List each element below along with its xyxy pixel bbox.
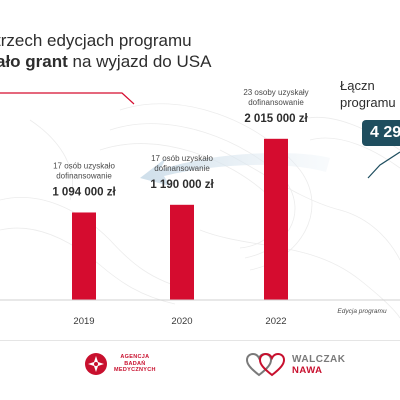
annotation-line-1: 17 osób uzyskało bbox=[151, 154, 213, 163]
footer-divider bbox=[0, 340, 400, 341]
bar-2022 bbox=[264, 138, 288, 300]
x-tick-label: 2019 bbox=[73, 316, 94, 327]
annotation-amount: 1 190 000 zł bbox=[150, 179, 214, 191]
annotation-amount: 1 094 000 zł bbox=[52, 186, 116, 198]
title-rest-part: na wyjazd do USA bbox=[67, 52, 212, 71]
annotation-line-1: 17 osób uzyskało bbox=[53, 161, 115, 170]
title-bold-part: ało grant bbox=[0, 52, 68, 71]
bar-2020 bbox=[170, 204, 194, 300]
abm-text-line-1: AGENCJA bbox=[120, 354, 150, 361]
annotation-line-2: dofinansowanie bbox=[56, 171, 112, 180]
annotation-line-2: dofinansowanie bbox=[248, 98, 304, 107]
x-tick-label: 2020 bbox=[171, 316, 192, 327]
chart-title: trzech edycjach programu ało grant na wy… bbox=[0, 30, 226, 72]
abm-logo-text: AGENCJA BADAŃ MEDYCZNYCH bbox=[114, 354, 156, 374]
title-line-2: ało grant na wyjazd do USA bbox=[0, 51, 226, 72]
total-label: Łączn programu bbox=[340, 77, 400, 111]
abm-text-line-3: MEDYCZNYCH bbox=[114, 367, 156, 374]
abm-text-line-2: BADAŃ bbox=[124, 360, 146, 367]
x-tick-label: 2022 bbox=[265, 316, 286, 327]
annotation-line-1: 23 osoby uzyskały bbox=[243, 88, 308, 97]
abm-emblem-icon bbox=[85, 353, 107, 375]
title-line-1: trzech edycjach programu bbox=[0, 31, 192, 50]
total-pointer-line bbox=[367, 151, 400, 179]
total-label-line-2: programu bbox=[340, 95, 396, 110]
x-axis-label: Edycja programu bbox=[337, 308, 387, 315]
walczak-nawa-text: WALCZAK NAWA bbox=[292, 354, 346, 376]
walczak-nawa-logo: WALCZAK NAWA bbox=[246, 352, 346, 378]
total-label-line-1: Łączn bbox=[340, 78, 375, 93]
title-accent-line bbox=[0, 92, 135, 105]
abm-logo: AGENCJA BADAŃ MEDYCZNYCH bbox=[84, 352, 156, 376]
hearts-icon bbox=[246, 352, 286, 377]
annotation-amount: 2 015 000 zł bbox=[244, 113, 308, 125]
annotation-line-2: dofinansowanie bbox=[154, 164, 210, 173]
nawa-text: NAWA bbox=[292, 365, 323, 376]
total-value-badge: 4 29 bbox=[362, 120, 400, 146]
bar-2019 bbox=[72, 212, 96, 300]
walczak-text: WALCZAK bbox=[292, 354, 346, 365]
